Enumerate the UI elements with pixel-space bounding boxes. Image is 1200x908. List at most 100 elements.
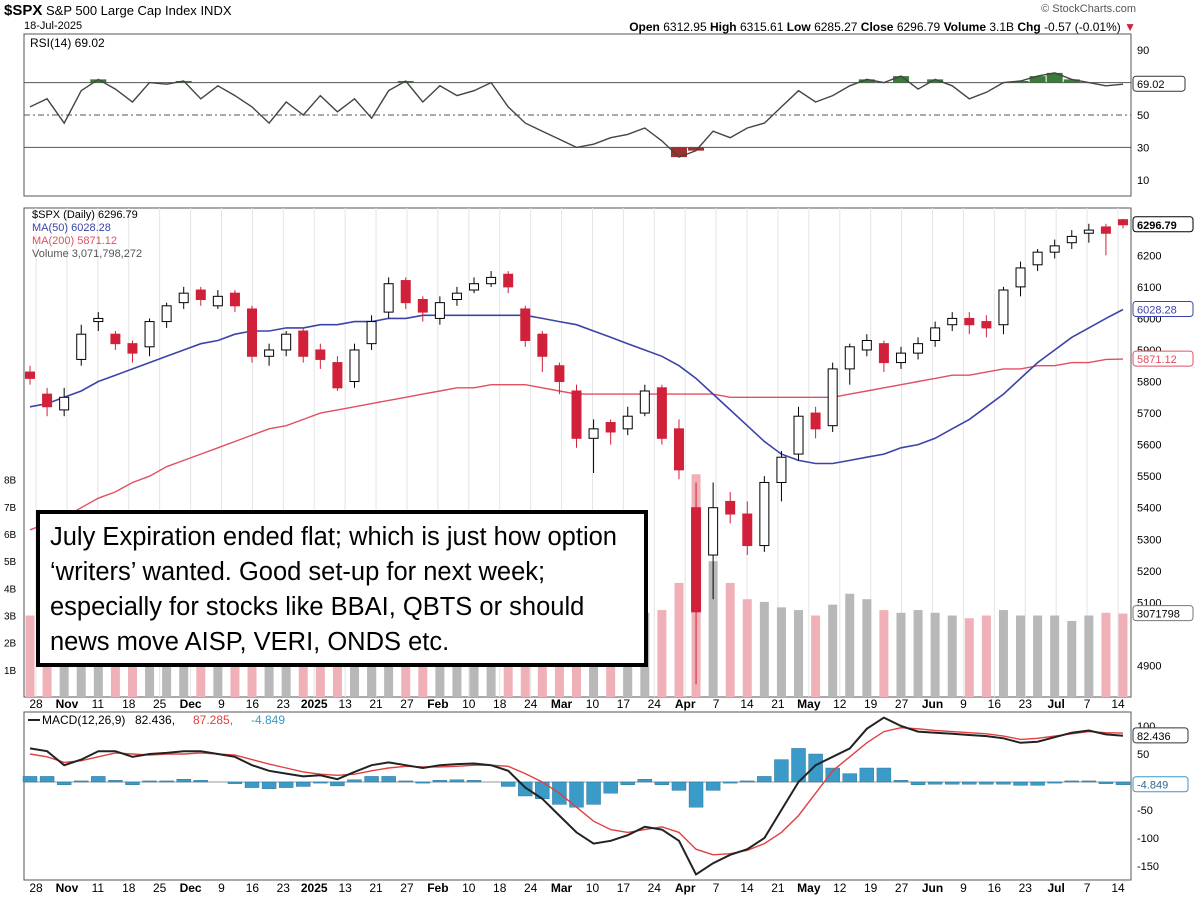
candle-body [76, 333, 87, 360]
x-tick-label: 27 [400, 881, 414, 895]
macd-histogram-bar [56, 781, 72, 785]
candle-body [212, 295, 223, 307]
volume-bar [708, 561, 718, 697]
x-tick-label: 21 [771, 697, 785, 711]
macd-histogram-bar [740, 780, 755, 783]
price-y-tick: 5200 [1137, 566, 1161, 578]
volume-bar [981, 615, 991, 697]
macd-histogram-bar [159, 780, 174, 783]
candle-body [998, 289, 1009, 326]
x-tick-label: 25 [153, 881, 167, 895]
candle-body [298, 330, 309, 357]
volume-bar [1050, 615, 1060, 697]
candle-body [742, 513, 753, 547]
macd-legend: MACD(12,26,9) [42, 713, 125, 727]
volume-tick: 8B [4, 476, 17, 487]
candle-body [417, 298, 428, 313]
price-legend-item: MA(50) 6028.28 [32, 222, 111, 234]
ma50-line [29, 308, 1124, 465]
macd-histogram-bar [500, 781, 516, 787]
x-tick-label: 21 [369, 881, 383, 895]
x-tick-label: 24 [648, 881, 662, 895]
chart-title: $SPX S&P 500 Large Cap Index INDX [4, 2, 232, 19]
candle-body [93, 317, 104, 323]
candle-body [469, 283, 480, 291]
macd-histogram-bar [859, 767, 875, 783]
candle-body [571, 390, 582, 439]
volume-bar [879, 610, 889, 697]
chart-date: 18-Jul-2025 [24, 20, 83, 32]
x-tick-label: 24 [648, 697, 662, 711]
open-value: 6312.95 [663, 20, 707, 34]
candle-body [520, 308, 531, 342]
rsi-value-tag-box [1132, 75, 1186, 92]
candle-body [1066, 235, 1077, 244]
x-tick-label: Jun [922, 697, 943, 711]
macd-histogram-bar [142, 780, 157, 783]
macd-histogram-bar [757, 776, 772, 783]
x-tick-label: 7 [1084, 697, 1091, 711]
volume-tick: 4B [4, 584, 17, 595]
x-tick-label: 25 [153, 697, 167, 711]
x-tick-label: 14 [740, 881, 754, 895]
macd-histogram-bar [654, 781, 670, 785]
candle-body [264, 349, 275, 357]
candle-body [349, 349, 360, 383]
volume-bar [759, 601, 769, 697]
x-tick-label: 16 [246, 881, 260, 895]
candle-body [42, 393, 53, 408]
candle-body [1049, 245, 1060, 253]
volume-tick: 1B [4, 666, 17, 677]
macd-histogram-bar [22, 776, 38, 783]
volume-tick: 5B [4, 557, 17, 568]
rsi-line [29, 72, 1124, 158]
macd-histogram-bar [261, 781, 277, 789]
x-tick-label: May [797, 881, 821, 895]
macd-histogram-bar [1098, 781, 1114, 784]
macd-histogram-bar [945, 781, 960, 785]
volume-tick: 2B [4, 639, 17, 650]
x-tick-label: 17 [617, 881, 631, 895]
macd-value-tag: 82.436 [1137, 731, 1171, 743]
x-tick-label: 13 [338, 697, 352, 711]
volume-bar [811, 615, 821, 697]
volume-bar [794, 610, 804, 697]
price-value-tag-box [1132, 300, 1194, 317]
volume-bar [725, 582, 735, 697]
macd-histogram-bar [1047, 781, 1062, 784]
close-value: 6296.79 [896, 20, 941, 34]
x-tick-label: 18 [493, 697, 507, 711]
macd-legend-value: 87.285, [193, 713, 233, 727]
volume-value-tag-box [1132, 605, 1194, 622]
low-value: 6285.27 [814, 20, 858, 34]
x-tick-label: Nov [56, 697, 79, 711]
candle-body [503, 273, 514, 288]
open-label: Open [629, 20, 660, 34]
rsi-oversold-fill [670, 147, 687, 158]
macd-histogram-bar [586, 781, 601, 805]
volume-bar [913, 610, 923, 697]
hist-value-tag-box [1132, 776, 1189, 793]
x-tick-label: 11 [92, 697, 105, 711]
macd-histogram-bar [432, 780, 448, 783]
macd-histogram-bar [825, 767, 840, 783]
macd-histogram-bar [244, 781, 260, 788]
macd-histogram-bar [466, 780, 482, 783]
candle-body [776, 456, 787, 483]
macd-y-tick: 50 [1137, 749, 1149, 761]
macd-histogram-bar [364, 776, 379, 783]
volume-bar [25, 615, 35, 697]
candle-body [1100, 226, 1111, 234]
x-tick-label: 18 [122, 697, 136, 711]
panel-frame [23, 711, 1132, 881]
volume-label: Volume [943, 20, 987, 34]
candle-body [725, 500, 736, 515]
candle-body [827, 368, 838, 427]
candle-body [639, 390, 650, 414]
rsi-value-tag: 69.02 [1137, 79, 1165, 91]
rsi-overbought-fill [90, 79, 107, 83]
macd-legend-value: -4.849 [251, 713, 285, 727]
volume-bar [742, 599, 752, 697]
candle-body [144, 321, 155, 348]
macd-histogram-bar [876, 767, 892, 783]
